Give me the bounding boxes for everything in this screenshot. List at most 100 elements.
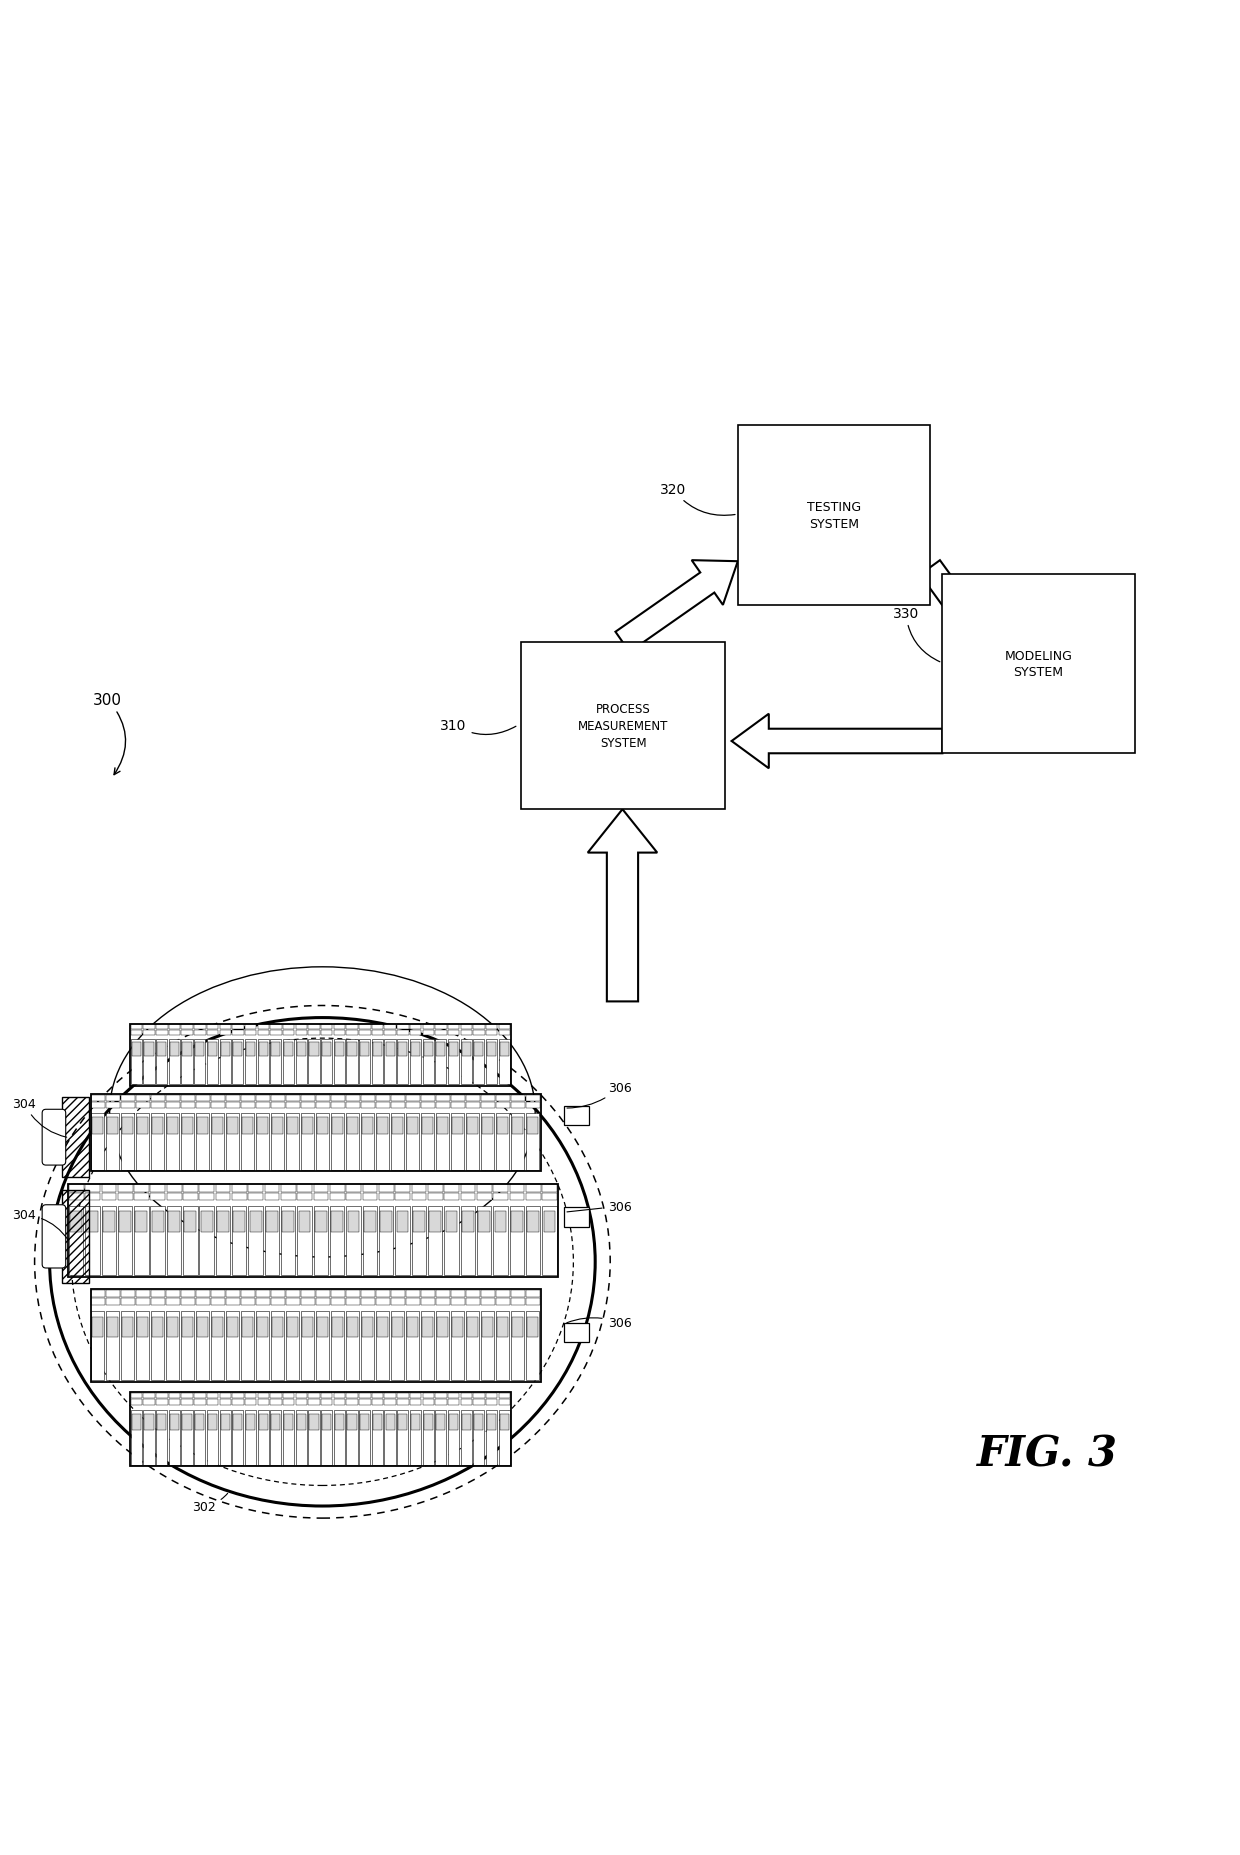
Bar <box>376 1113 389 1171</box>
Bar <box>91 1289 541 1382</box>
Bar <box>436 1102 450 1109</box>
Bar <box>423 1410 434 1465</box>
Bar <box>332 1317 343 1337</box>
Bar <box>272 1094 285 1102</box>
Bar <box>361 1113 374 1171</box>
Bar <box>360 1039 371 1085</box>
Bar <box>424 1043 433 1055</box>
Bar <box>181 1298 195 1306</box>
Bar <box>216 1193 231 1200</box>
Bar <box>526 1185 541 1193</box>
Bar <box>283 1030 294 1035</box>
Bar <box>156 1039 167 1085</box>
Bar <box>346 1185 361 1193</box>
Bar <box>331 1211 343 1232</box>
Bar <box>428 1193 443 1200</box>
Bar <box>496 1102 510 1109</box>
Bar <box>475 1043 484 1055</box>
Bar <box>91 1094 104 1102</box>
Bar <box>232 1206 247 1274</box>
Bar <box>107 1113 119 1171</box>
Bar <box>200 1193 215 1200</box>
Bar <box>157 1043 166 1055</box>
Bar <box>461 1206 475 1274</box>
Bar <box>258 1317 268 1337</box>
Bar <box>221 1414 229 1430</box>
Bar <box>424 1414 433 1430</box>
Bar <box>321 1399 332 1406</box>
Bar <box>259 1043 268 1055</box>
Bar <box>413 1211 425 1232</box>
Bar <box>283 1024 294 1030</box>
Bar <box>309 1393 320 1399</box>
Bar <box>232 1185 247 1193</box>
Bar <box>423 1039 434 1085</box>
Bar <box>526 1094 539 1102</box>
Bar <box>301 1113 315 1171</box>
Bar <box>498 1039 510 1085</box>
Bar <box>334 1393 345 1399</box>
Bar <box>221 1043 229 1055</box>
Bar <box>460 1393 472 1399</box>
Bar <box>511 1113 525 1171</box>
Bar <box>270 1039 281 1085</box>
Bar <box>241 1113 254 1171</box>
Bar <box>410 1414 420 1430</box>
Bar <box>232 1039 243 1085</box>
Bar <box>316 1094 330 1102</box>
Bar <box>167 1119 179 1135</box>
Bar <box>257 1311 269 1380</box>
Bar <box>482 1317 494 1337</box>
Bar <box>449 1414 458 1430</box>
Bar <box>138 1317 148 1337</box>
Bar <box>466 1102 480 1109</box>
Bar <box>258 1410 269 1465</box>
Bar <box>184 1185 198 1193</box>
Bar <box>360 1030 371 1035</box>
Bar <box>267 1211 278 1232</box>
Bar <box>288 1317 298 1337</box>
Bar <box>166 1289 180 1297</box>
Bar <box>122 1298 135 1306</box>
Bar <box>195 1030 206 1035</box>
Bar <box>184 1206 197 1274</box>
Bar <box>482 1119 494 1135</box>
Bar <box>496 1311 510 1380</box>
Bar <box>436 1298 450 1306</box>
Bar <box>363 1206 377 1274</box>
Bar <box>379 1206 393 1274</box>
Bar <box>379 1185 394 1193</box>
Bar <box>322 1414 331 1430</box>
Bar <box>481 1311 495 1380</box>
Text: 330: 330 <box>893 607 940 662</box>
Bar <box>436 1414 445 1430</box>
Bar <box>422 1311 434 1380</box>
Bar <box>309 1410 320 1465</box>
Bar <box>107 1102 119 1109</box>
Bar <box>376 1298 389 1306</box>
Bar <box>346 1399 358 1406</box>
Bar <box>361 1102 374 1109</box>
Bar <box>181 1030 193 1035</box>
Bar <box>486 1024 497 1030</box>
Bar <box>216 1185 231 1193</box>
Bar <box>362 1119 373 1135</box>
FancyBboxPatch shape <box>738 425 930 605</box>
Bar <box>477 1185 492 1193</box>
Bar <box>346 1102 360 1109</box>
Bar <box>200 1185 215 1193</box>
Bar <box>498 1024 510 1030</box>
Bar <box>477 1193 492 1200</box>
Text: 306: 306 <box>567 1317 631 1330</box>
Bar <box>448 1030 459 1035</box>
Bar <box>130 1039 141 1085</box>
Bar <box>435 1410 446 1465</box>
Bar <box>379 1193 394 1200</box>
Bar <box>347 1317 358 1337</box>
FancyBboxPatch shape <box>942 575 1135 753</box>
Bar <box>246 1393 257 1399</box>
Bar <box>346 1410 357 1465</box>
Bar <box>248 1185 263 1193</box>
Bar <box>460 1410 471 1465</box>
Bar <box>169 1211 180 1232</box>
